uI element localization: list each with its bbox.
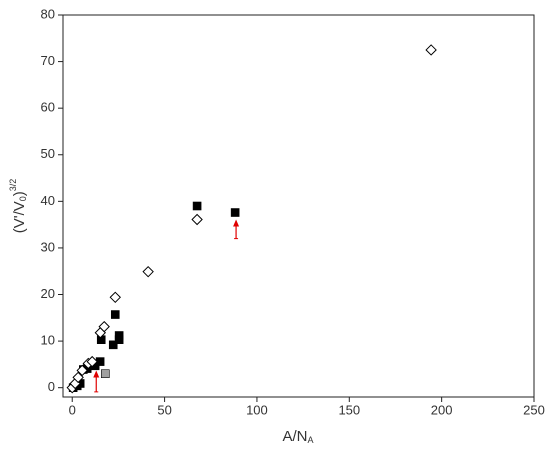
y-tick-label: 80 — [41, 6, 55, 21]
x-tick-label: 200 — [431, 402, 453, 417]
square-point — [230, 208, 240, 217]
square-point — [100, 369, 110, 379]
x-label-main: A/N — [282, 428, 307, 445]
square-point — [114, 335, 124, 345]
square-point — [108, 340, 118, 350]
square-point — [192, 201, 202, 211]
y-label-sup: 3/2 — [8, 179, 18, 192]
y-label-close: ) — [11, 191, 28, 196]
diamond-point — [86, 355, 98, 368]
diamond-point — [191, 213, 203, 226]
y-tick-label: 40 — [41, 193, 55, 208]
diamond-point — [98, 320, 110, 333]
y-tick-label: 0 — [48, 379, 55, 394]
diamond-point — [109, 291, 121, 304]
x-label-sub: A — [308, 435, 314, 445]
plot-frame — [62, 14, 535, 398]
y-tick-label: 50 — [41, 146, 55, 161]
x-tick-label: 100 — [246, 402, 268, 417]
y-label-sub: 0 — [18, 196, 28, 201]
x-tick-label: 150 — [338, 402, 360, 417]
arrow — [93, 370, 100, 393]
x-tick-label: 0 — [69, 402, 76, 417]
diamond-point — [76, 364, 88, 377]
y-tick-label: 70 — [41, 53, 55, 68]
arrow — [233, 219, 240, 240]
x-tick-label: 50 — [157, 402, 171, 417]
x-axis-label: A/NA — [282, 428, 313, 445]
square-point — [110, 310, 120, 319]
y-label-open: (V'/V — [11, 201, 28, 233]
y-axis-label: (V'/V0)3/2 — [8, 179, 28, 234]
arrow-part — [233, 219, 240, 227]
y-tick-label: 60 — [41, 100, 55, 115]
x-tick-label: 250 — [523, 402, 545, 417]
y-tick-label: 20 — [41, 286, 55, 301]
diamond-point — [72, 371, 84, 384]
y-tick-label: 30 — [41, 239, 55, 254]
diamond-point — [142, 265, 154, 278]
arrow-part — [93, 370, 100, 378]
y-tick-label: 10 — [41, 333, 55, 348]
diamond-point — [425, 44, 437, 56]
